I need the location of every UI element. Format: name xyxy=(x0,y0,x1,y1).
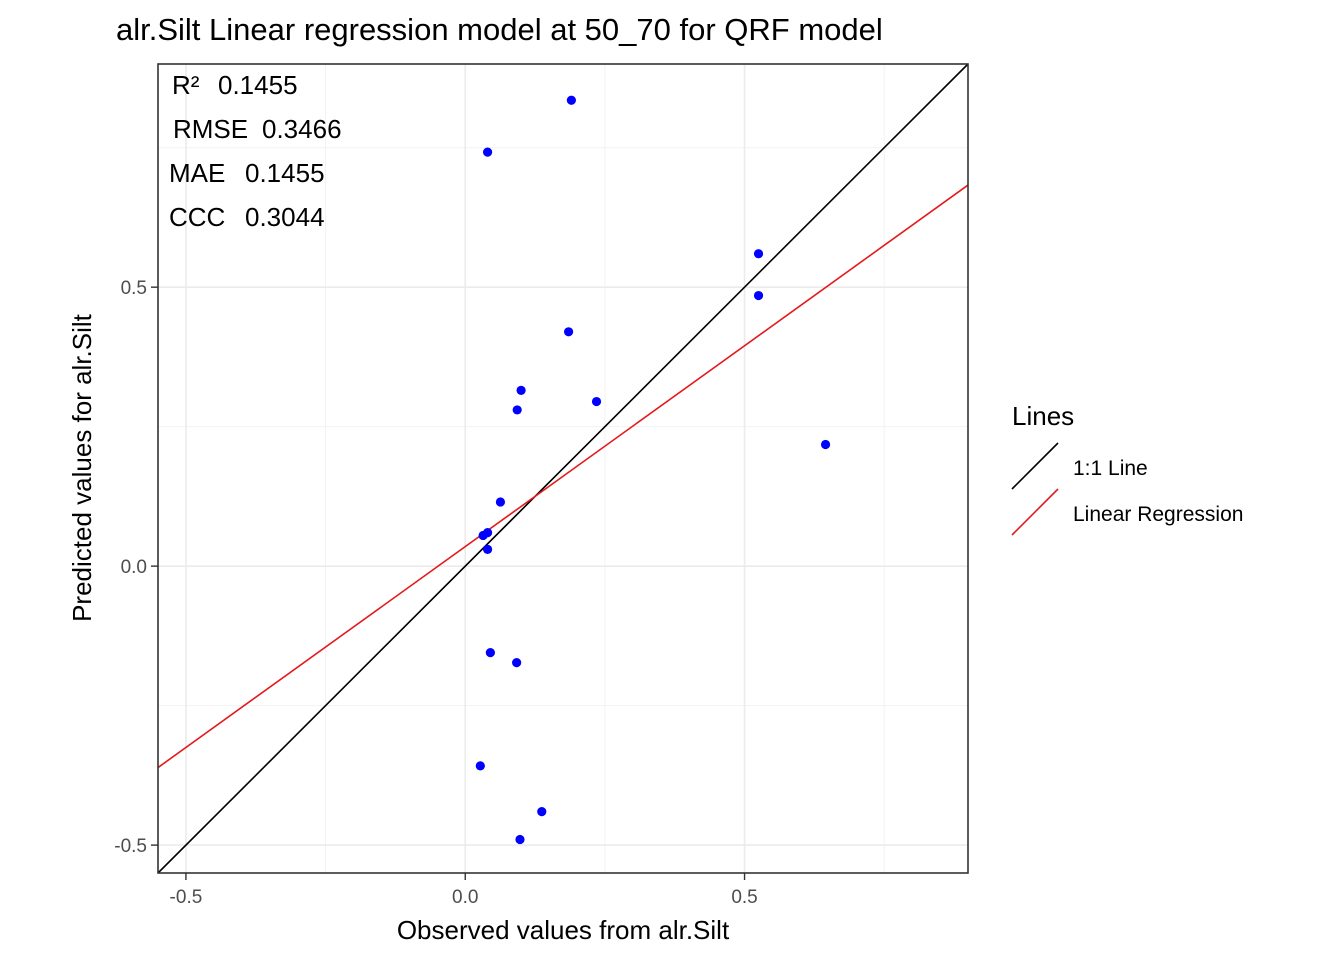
legend-label-regression: Linear Regression xyxy=(1073,503,1243,526)
stat-ccc-label: CCC xyxy=(169,202,225,232)
stat-r2-label: R² xyxy=(172,70,200,100)
y-axis-ticks: -0.5 0.0 0.5 xyxy=(114,278,158,857)
legend-key-regression xyxy=(1011,488,1059,536)
data-point xyxy=(482,544,493,555)
data-points xyxy=(475,95,831,845)
stat-rmse-value: 0.3466 xyxy=(262,114,342,144)
y-axis-title: Predicted values for alr.Silt xyxy=(67,313,97,622)
data-point xyxy=(482,147,493,157)
data-point xyxy=(475,761,485,771)
x-tick-label: -0.5 xyxy=(170,887,203,908)
data-point xyxy=(512,658,522,668)
stat-mae-value: 0.1455 xyxy=(245,158,325,188)
data-point xyxy=(495,497,506,507)
legend: Lines 1:1 Line Linear Regression xyxy=(1011,401,1243,536)
data-point xyxy=(512,405,522,415)
data-point xyxy=(753,249,764,259)
x-tick-label: 0.5 xyxy=(731,887,757,908)
y-tick-label: 0.0 xyxy=(121,557,147,578)
stat-ccc-value: 0.3044 xyxy=(245,202,325,232)
legend-label-1to1: 1:1 Line xyxy=(1073,457,1148,480)
data-point xyxy=(591,396,602,407)
y-tick-label: 0.5 xyxy=(121,278,147,299)
data-point xyxy=(563,327,574,337)
data-point xyxy=(537,807,547,817)
panel-border xyxy=(157,63,969,874)
legend-key-1to1 xyxy=(1011,442,1059,490)
data-point xyxy=(516,385,526,395)
one-to-one-line xyxy=(157,63,969,874)
data-point xyxy=(566,95,576,105)
x-axis-title: Observed values from alr.Silt xyxy=(397,915,730,945)
grid xyxy=(158,64,968,873)
x-axis-ticks: -0.5 0.0 0.5 xyxy=(170,873,758,908)
regression-line xyxy=(157,184,969,769)
data-point xyxy=(485,648,495,658)
y-tick-label: -0.5 xyxy=(114,836,147,857)
stats-annotation: R² 0.1455 RMSE 0.3466 MAE 0.1455 CCC 0.3… xyxy=(169,70,342,232)
data-point xyxy=(515,834,525,845)
stat-rmse-label: RMSE xyxy=(173,114,248,144)
x-tick-label: 0.0 xyxy=(452,887,478,908)
chart-title: alr.Silt Linear regression model at 50_7… xyxy=(116,12,883,47)
stat-mae-label: MAE xyxy=(169,158,225,188)
legend-title: Lines xyxy=(1012,401,1074,431)
plot-lines xyxy=(157,63,969,874)
data-point xyxy=(820,439,831,450)
stat-r2-value: 0.1455 xyxy=(218,70,298,100)
data-point xyxy=(482,528,493,538)
data-point xyxy=(753,290,764,301)
